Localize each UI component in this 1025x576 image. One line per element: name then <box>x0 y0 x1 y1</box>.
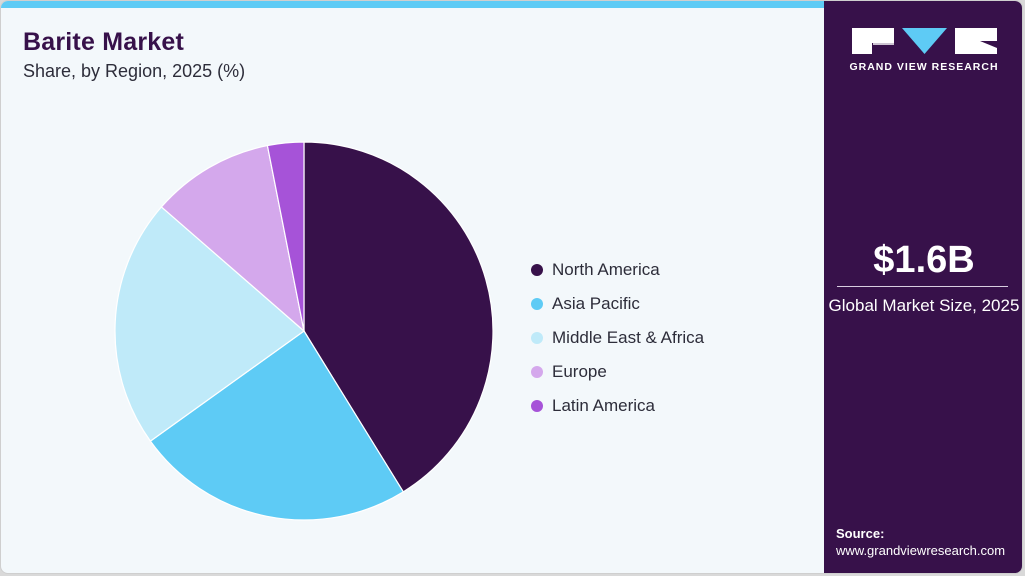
legend-item: North America <box>531 253 704 287</box>
source-link[interactable]: www.grandviewresearch.com <box>836 543 1006 558</box>
legend-label: North America <box>552 260 660 279</box>
pie-slice-middle-east-africa <box>114 206 305 442</box>
pie-slice-latin-america <box>266 141 305 332</box>
divider <box>837 286 1008 287</box>
legend-label: Europe <box>552 362 607 381</box>
legend-dot-icon <box>531 298 543 310</box>
pie-slice-europe <box>160 144 305 333</box>
legend-label: Asia Pacific <box>552 294 640 313</box>
legend-dot-icon <box>531 366 543 378</box>
chart-legend: North America Asia Pacific Middle East & A… <box>531 253 704 423</box>
legend-dot-icon <box>531 332 543 344</box>
legend-item: Asia Pacific <box>531 287 704 321</box>
grand-view-research-logo <box>852 28 997 54</box>
legend-item: Europe <box>531 355 704 389</box>
legend-dot-icon <box>531 400 543 412</box>
pie-chart <box>114 141 494 521</box>
source-label: Source: <box>836 526 885 541</box>
legend-dot-icon <box>531 264 543 276</box>
accent-bar <box>1 1 824 8</box>
legend-label: Middle East & Africa <box>552 328 705 347</box>
info-panel: GRAND VIEW RESEARCH $1.6B Global Market … <box>824 1 1022 573</box>
legend-item: Latin America <box>531 389 704 423</box>
market-size-value: $1.6B <box>873 239 975 281</box>
chart-title: Barite Market <box>23 28 184 56</box>
logo-text: GRAND VIEW RESEARCH <box>849 61 999 73</box>
pie-slice-north-america <box>303 141 494 493</box>
legend-item: Middle East & Africa <box>531 321 704 355</box>
chart-subtitle: Share, by Region, 2025 (%) <box>23 61 246 81</box>
pie-slice-asia-pacific <box>149 330 405 521</box>
market-size-label: Global Market Size, 2025 <box>828 296 1020 315</box>
legend-label: Latin America <box>552 396 655 415</box>
